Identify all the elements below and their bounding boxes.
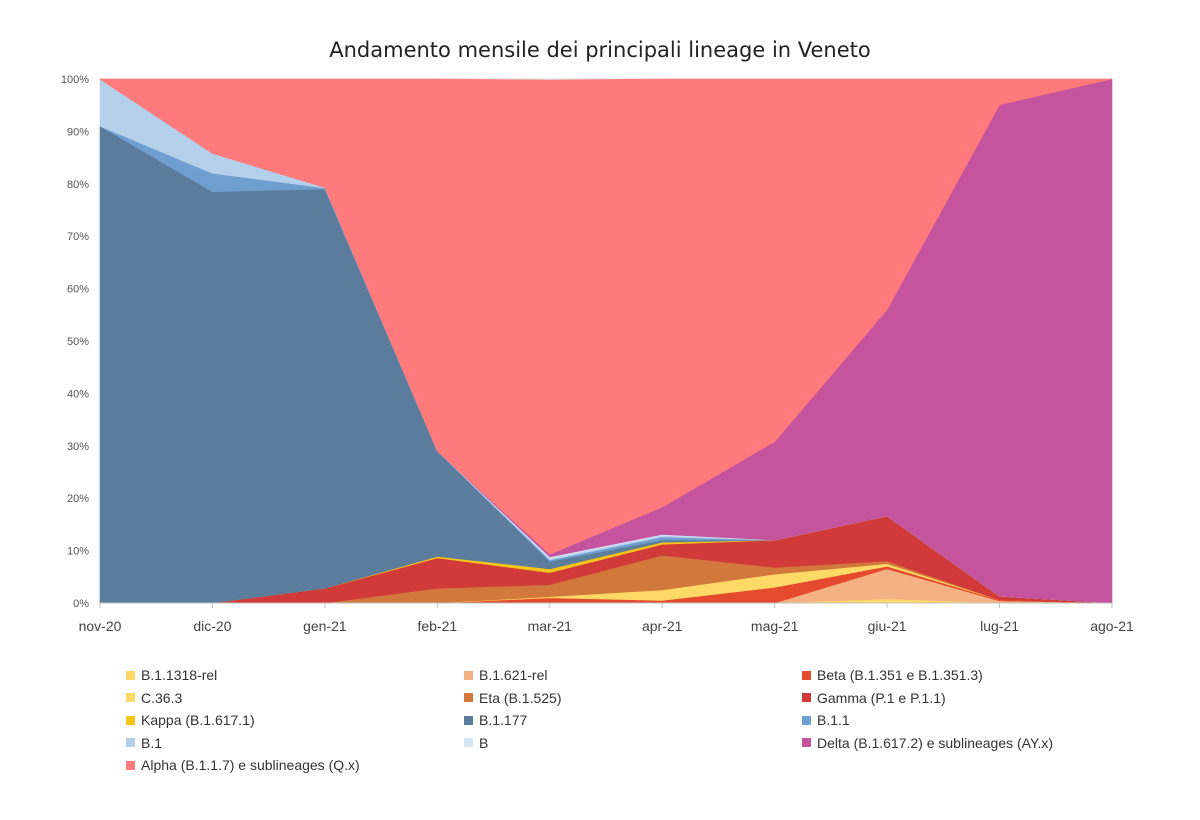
legend-item: Alpha (B.1.1.7) e sublineages (Q.x): [126, 754, 360, 776]
legend-item: Kappa (B.1.617.1): [126, 709, 255, 731]
legend-swatch: [126, 670, 135, 680]
legend-swatch: [464, 693, 473, 702]
y-tick-label: 10%: [67, 546, 89, 558]
y-tick-label: 90%: [67, 126, 89, 138]
y-tick-label: 100%: [61, 74, 89, 86]
legend-label: B.1.177: [479, 712, 528, 728]
legend-swatch: [802, 738, 811, 747]
y-tick-label: 20%: [67, 493, 89, 505]
y-tick-label: 70%: [67, 231, 89, 243]
legend-label: B: [479, 734, 489, 751]
legend-label: B.1.621-rel: [479, 667, 548, 683]
legend-label: B.1.1318-rel: [141, 667, 218, 683]
legend-swatch: [126, 693, 135, 702]
legend-swatch: [126, 738, 135, 747]
legend-label: Gamma (P.1 e P.1.1): [817, 689, 946, 706]
legend-swatch: [464, 715, 473, 725]
legend-item: B.1: [126, 732, 162, 754]
legend-label: B.1.1: [817, 712, 850, 728]
x-tick-label: gen-21: [303, 618, 347, 634]
legend-item: B.1.177: [464, 709, 527, 731]
x-tick-label: mag-21: [751, 618, 799, 634]
legend-label: Kappa (B.1.617.1): [141, 712, 255, 728]
y-tick-label: 50%: [67, 336, 89, 348]
legend-swatch: [802, 693, 811, 702]
legend-item: Eta (B.1.525): [464, 687, 562, 709]
legend-label: Alpha (B.1.1.7) e sublineages (Q.x): [141, 757, 360, 773]
x-tick-label: nov-20: [79, 618, 122, 634]
legend-label: Delta (B.1.617.2) e sublineages (AY.x): [817, 734, 1054, 751]
area-alpha-b-1-1-7-e-sublineages-q-x: [99, 78, 1113, 555]
y-tick-label: 80%: [67, 179, 89, 191]
legend-item: B.1.621-rel: [464, 664, 547, 686]
legend-item: B: [464, 732, 488, 754]
plot-area: 0% 10% 20% 30% 40% 50% 60% 70% 80% 90% 100% nov-20 d…: [61, 74, 1134, 634]
x-tick-label: dic-20: [193, 618, 231, 634]
legend-item: Gamma (P.1 e P.1.1): [802, 687, 946, 709]
x-tick-label: feb-21: [417, 618, 457, 634]
legend-swatch: [802, 670, 811, 680]
legend-item: C.36.3: [126, 687, 182, 709]
legend-item: B.1.1: [802, 709, 850, 731]
legend-label: Beta (B.1.351 e B.1.351.3): [817, 667, 983, 683]
legend-swatch: [126, 760, 135, 770]
legend-swatch: [802, 715, 811, 725]
stacked-areas: [99, 78, 1113, 604]
x-tick-label: apr-21: [642, 618, 683, 634]
x-tick-label: ago-21: [1090, 618, 1134, 634]
y-tick-label: 30%: [67, 441, 89, 453]
legend-label: C.36.3: [141, 689, 183, 706]
y-tick-label: 60%: [67, 284, 89, 296]
legend-item: Delta (B.1.617.2) e sublineages (AY.x): [802, 732, 1053, 754]
y-tick-label: 0%: [73, 598, 89, 610]
x-tick-label: lug-21: [980, 618, 1019, 634]
legend-swatch: [464, 670, 473, 680]
legend-label: Eta (B.1.525): [479, 689, 562, 706]
legend-item: Beta (B.1.351 e B.1.351.3): [802, 664, 983, 686]
x-tick-label: mar-21: [528, 618, 573, 634]
axes: 0% 10% 20% 30% 40% 50% 60% 70% 80% 90% 100% nov-20 d…: [61, 74, 1134, 634]
legend-swatch: [126, 715, 135, 725]
chart-title: Andamento mensile dei principali lineage…: [329, 38, 871, 62]
legend-label: B.1: [141, 734, 163, 751]
x-tick-label: giu-21: [868, 618, 907, 634]
y-tick-label: 40%: [67, 388, 89, 400]
legend-item: B.1.1318-rel: [126, 664, 217, 686]
legend-swatch: [464, 738, 473, 747]
